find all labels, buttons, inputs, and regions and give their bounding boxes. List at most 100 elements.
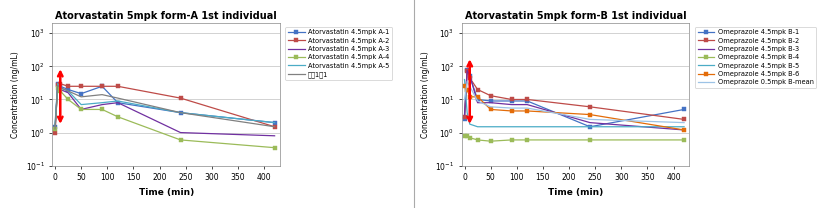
Omeprazole 4.5mpk B-3 — [522, 103, 532, 106]
Atorvastatin 4.5mpk A-5 — [50, 123, 60, 125]
Omeprazole 4.5mpk B-3 — [506, 103, 516, 106]
Omeprazole 4.5mpk B-1 — [506, 100, 516, 102]
Line: Atorvastatin 4.5mpk A-2: Atorvastatin 4.5mpk A-2 — [53, 82, 276, 135]
Atorvastatin 4.5mpk A-1 — [97, 85, 107, 88]
Atorvastatin 4.5mpk A-4 — [270, 146, 280, 149]
Omeprazole 4.5mpk B-4 — [585, 139, 595, 141]
평균1뇸1 — [97, 93, 107, 96]
Omeprazole 4.5mpk B-5 — [678, 125, 688, 128]
Legend: Atorvastatin 4.5mpk A-1, Atorvastatin 4.5mpk A-2, Atorvastatin 4.5mpk A-3, Atorv: Atorvastatin 4.5mpk A-1, Atorvastatin 4.… — [285, 27, 392, 80]
Omeprazole 4.5mpk B-2 — [472, 88, 482, 91]
X-axis label: Time (min): Time (min) — [138, 188, 194, 197]
Omeprazole 0.5mpk B-mean — [472, 100, 482, 102]
Omeprazole 4.5mpk B-4 — [678, 139, 688, 141]
Omeprazole 4.5mpk B-4 — [506, 139, 516, 141]
Atorvastatin 4.5mpk A-3 — [63, 92, 73, 94]
Omeprazole 4.5mpk B-2 — [585, 106, 595, 108]
Omeprazole 0.5mpk B-mean — [461, 80, 471, 83]
Omeprazole 0.5mpk B-mean — [585, 118, 595, 121]
Omeprazole 4.5mpk B-3 — [459, 113, 469, 116]
Line: Omeprazole 4.5mpk B-5: Omeprazole 4.5mpk B-5 — [464, 79, 683, 127]
X-axis label: Time (min): Time (min) — [547, 188, 603, 197]
Omeprazole 4.5mpk B-3 — [585, 121, 595, 124]
Atorvastatin 4.5mpk A-1 — [112, 102, 122, 104]
Atorvastatin 4.5mpk A-5 — [63, 90, 73, 92]
Atorvastatin 4.5mpk A-2 — [175, 97, 185, 99]
Atorvastatin 4.5mpk A-2 — [63, 85, 73, 88]
Atorvastatin 4.5mpk A-3 — [112, 102, 122, 104]
Atorvastatin 4.5mpk A-2 — [97, 85, 107, 88]
Atorvastatin 4.5mpk A-1 — [53, 82, 63, 85]
Atorvastatin 4.5mpk A-5 — [270, 121, 280, 124]
Atorvastatin 4.5mpk A-1 — [63, 88, 73, 91]
Omeprazole 4.5mpk B-6 — [506, 110, 516, 112]
Line: Atorvastatin 4.5mpk A-1: Atorvastatin 4.5mpk A-1 — [53, 82, 276, 129]
Omeprazole 4.5mpk B-6 — [522, 110, 532, 112]
Omeprazole 4.5mpk B-6 — [464, 96, 474, 98]
Atorvastatin 4.5mpk A-2 — [55, 82, 65, 85]
Y-axis label: Concentration (ng/mL): Concentration (ng/mL) — [11, 51, 20, 138]
Title: Atorvastatin 5mpk form-B 1st individual: Atorvastatin 5mpk form-B 1st individual — [464, 11, 686, 21]
Omeprazole 4.5mpk B-5 — [585, 125, 595, 128]
Line: Atorvastatin 4.5mpk A-3: Atorvastatin 4.5mpk A-3 — [55, 86, 275, 136]
Line: 평균1뇸1: 평균1뇸1 — [55, 85, 275, 129]
Omeprazole 4.5mpk B-1 — [459, 118, 469, 121]
Omeprazole 0.5mpk B-mean — [459, 98, 469, 101]
Omeprazole 4.5mpk B-4 — [464, 136, 474, 139]
Omeprazole 0.5mpk B-mean — [522, 107, 532, 109]
Atorvastatin 4.5mpk A-2 — [53, 83, 63, 86]
평균1뇸1 — [76, 96, 86, 98]
Omeprazole 4.5mpk B-2 — [506, 98, 516, 101]
Omeprazole 4.5mpk B-3 — [678, 129, 688, 131]
Atorvastatin 4.5mpk A-3 — [270, 135, 280, 137]
Omeprazole 4.5mpk B-1 — [522, 100, 532, 102]
Omeprazole 0.5mpk B-mean — [506, 107, 516, 109]
Omeprazole 4.5mpk B-5 — [461, 111, 471, 114]
Y-axis label: Concentration (ng/mL): Concentration (ng/mL) — [420, 51, 429, 138]
Omeprazole 4.5mpk B-5 — [464, 123, 474, 125]
Atorvastatin 4.5mpk A-1 — [76, 92, 86, 95]
Atorvastatin 4.5mpk A-3 — [175, 131, 185, 134]
Atorvastatin 4.5mpk A-3 — [76, 108, 86, 111]
Omeprazole 4.5mpk B-6 — [459, 85, 469, 88]
Atorvastatin 4.5mpk A-4 — [53, 87, 63, 89]
Line: Omeprazole 4.5mpk B-1: Omeprazole 4.5mpk B-1 — [462, 67, 686, 129]
Line: Omeprazole 4.5mpk B-3: Omeprazole 4.5mpk B-3 — [464, 71, 683, 130]
Omeprazole 4.5mpk B-2 — [678, 118, 688, 121]
Atorvastatin 4.5mpk A-3 — [55, 88, 65, 91]
Omeprazole 4.5mpk B-4 — [461, 135, 471, 137]
Atorvastatin 4.5mpk A-2 — [270, 125, 280, 128]
Omeprazole 4.5mpk B-5 — [522, 125, 532, 128]
Line: Omeprazole 0.5mpk B-mean: Omeprazole 0.5mpk B-mean — [464, 82, 683, 123]
Atorvastatin 4.5mpk A-1 — [270, 121, 280, 124]
Title: Atorvastatin 5mpk form-A 1st individual: Atorvastatin 5mpk form-A 1st individual — [55, 11, 277, 21]
Omeprazole 4.5mpk B-2 — [522, 98, 532, 101]
Omeprazole 4.5mpk B-6 — [461, 88, 471, 91]
Omeprazole 4.5mpk B-5 — [485, 125, 495, 128]
Atorvastatin 4.5mpk A-4 — [97, 108, 107, 111]
Atorvastatin 4.5mpk A-4 — [76, 108, 86, 111]
Line: Omeprazole 4.5mpk B-2: Omeprazole 4.5mpk B-2 — [462, 69, 686, 121]
Atorvastatin 4.5mpk A-2 — [76, 85, 86, 88]
Omeprazole 4.5mpk B-5 — [472, 125, 482, 128]
Atorvastatin 4.5mpk A-1 — [55, 85, 65, 88]
평균1뇸1 — [55, 86, 65, 89]
Omeprazole 4.5mpk B-6 — [485, 108, 495, 111]
Atorvastatin 4.5mpk A-5 — [76, 103, 86, 106]
Omeprazole 0.5mpk B-mean — [678, 121, 688, 124]
Omeprazole 4.5mpk B-4 — [485, 140, 495, 142]
Atorvastatin 4.5mpk A-3 — [53, 84, 63, 87]
Atorvastatin 4.5mpk A-2 — [50, 131, 60, 134]
Omeprazole 4.5mpk B-3 — [464, 74, 474, 76]
Atorvastatin 4.5mpk A-4 — [50, 128, 60, 130]
Omeprazole 4.5mpk B-5 — [459, 78, 469, 81]
Atorvastatin 4.5mpk A-4 — [175, 139, 185, 141]
Omeprazole 4.5mpk B-2 — [485, 94, 495, 97]
Atorvastatin 4.5mpk A-2 — [112, 85, 122, 88]
Omeprazole 4.5mpk B-1 — [472, 98, 482, 101]
Atorvastatin 4.5mpk A-5 — [175, 111, 185, 114]
Atorvastatin 4.5mpk A-5 — [53, 82, 63, 85]
Atorvastatin 4.5mpk A-5 — [55, 87, 65, 89]
Omeprazole 4.5mpk B-4 — [472, 139, 482, 141]
Omeprazole 4.5mpk B-1 — [585, 125, 595, 128]
